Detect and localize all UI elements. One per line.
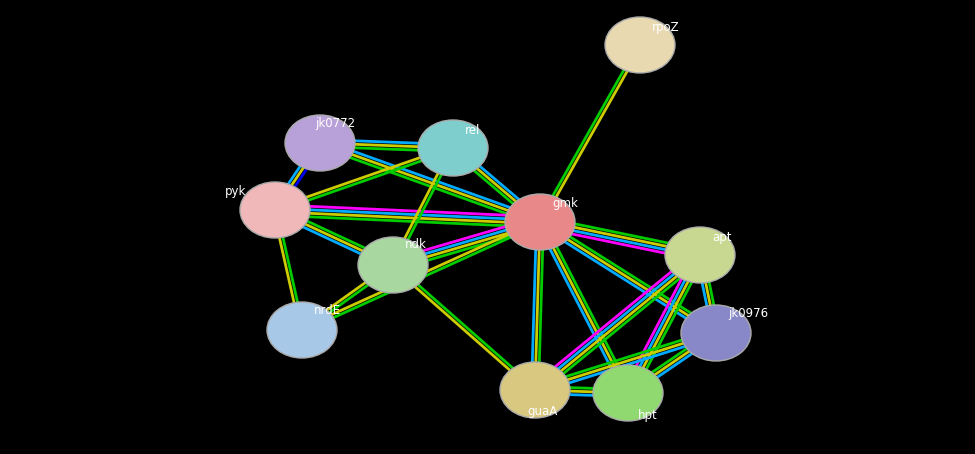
Ellipse shape — [681, 305, 751, 361]
Ellipse shape — [665, 227, 735, 283]
Text: jk0976: jk0976 — [728, 306, 768, 320]
Ellipse shape — [285, 115, 355, 171]
Ellipse shape — [418, 120, 488, 176]
Ellipse shape — [593, 365, 663, 421]
Ellipse shape — [240, 182, 310, 238]
Ellipse shape — [358, 237, 428, 293]
Text: nrdE: nrdE — [314, 304, 341, 316]
Text: apt: apt — [712, 231, 731, 243]
Text: gmk: gmk — [552, 197, 578, 211]
Text: jk0772: jk0772 — [315, 117, 355, 129]
Text: guaA: guaA — [527, 405, 558, 419]
Ellipse shape — [267, 302, 337, 358]
Text: pyk: pyk — [225, 186, 247, 198]
Ellipse shape — [500, 362, 570, 418]
Ellipse shape — [505, 194, 575, 250]
Text: rpoZ: rpoZ — [652, 20, 680, 34]
Ellipse shape — [605, 17, 675, 73]
Text: ndk: ndk — [405, 238, 427, 252]
Text: hpt: hpt — [638, 409, 658, 421]
Text: rel: rel — [465, 123, 481, 137]
